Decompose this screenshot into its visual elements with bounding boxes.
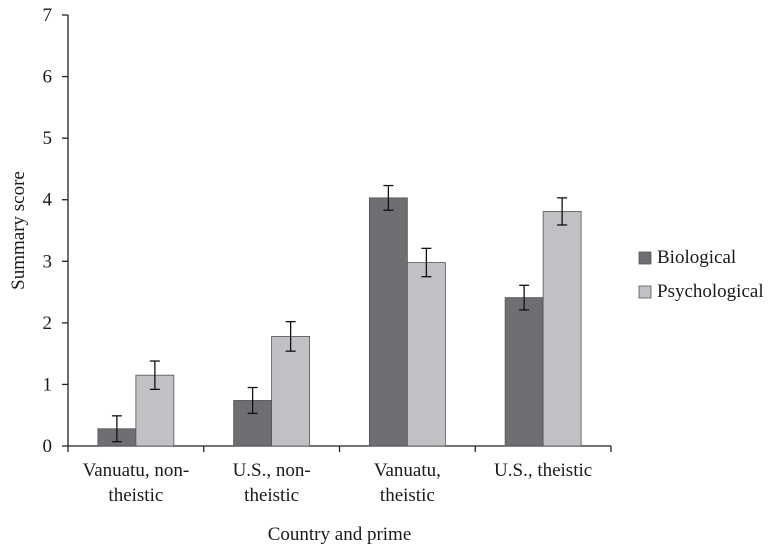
legend-swatch-biological	[638, 251, 652, 265]
bar-psychological-4	[542, 211, 582, 447]
y-tick-label: 0	[43, 436, 53, 457]
legend: Biological Psychological	[638, 247, 764, 302]
y-tick-label: 7	[43, 5, 53, 26]
category-label: U.S., non-	[233, 460, 311, 481]
legend-swatch-psychological	[638, 285, 652, 299]
error-bar	[519, 284, 530, 311]
category-label: theistic	[380, 485, 435, 506]
y-tick-label: 6	[43, 67, 53, 88]
y-axis: 0 1 2 3 4 5 6 7	[43, 5, 69, 457]
error-bar	[247, 386, 258, 415]
category-label: theistic	[244, 485, 299, 506]
y-axis-title: Summary score	[8, 171, 29, 290]
bars	[97, 184, 582, 447]
legend-label-biological: Biological	[657, 247, 736, 268]
error-bar	[421, 247, 432, 278]
category-label: Vanuatu,	[374, 460, 441, 481]
category-label: Vanuatu, non-	[83, 460, 190, 481]
error-bar	[149, 360, 160, 391]
error-bar	[111, 415, 122, 443]
category-labels: Vanuatu, non-theistic U.S., non-theistic V…	[83, 460, 593, 506]
bar-psychological-3	[406, 262, 446, 447]
y-tick-label: 3	[43, 251, 53, 272]
x-axis	[67, 445, 612, 452]
y-tick-label: 2	[43, 313, 53, 334]
error-bar	[285, 320, 296, 352]
bar-biological-4	[504, 297, 544, 447]
error-bar	[557, 197, 568, 226]
y-tick-label: 5	[43, 128, 53, 149]
bar-biological-3	[368, 197, 408, 447]
x-axis-title: Country and prime	[268, 524, 412, 545]
category-label: theistic	[108, 485, 163, 506]
bar-psychological-2	[271, 336, 311, 447]
legend-label-psychological: Psychological	[657, 281, 764, 302]
category-label: U.S., theistic	[494, 460, 592, 481]
y-tick-label: 1	[43, 374, 53, 395]
error-bar	[383, 184, 394, 211]
y-tick-label: 4	[43, 190, 53, 211]
